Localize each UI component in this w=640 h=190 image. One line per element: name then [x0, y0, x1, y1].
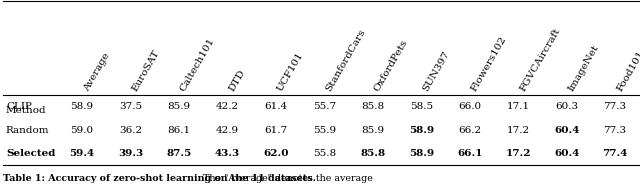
Text: 60.3: 60.3 — [555, 102, 578, 111]
Text: 66.2: 66.2 — [458, 126, 481, 135]
Text: 58.9: 58.9 — [408, 149, 434, 158]
Text: 42.2: 42.2 — [216, 102, 239, 111]
Text: 58.9: 58.9 — [70, 102, 93, 111]
Text: The "Average" denotes the average: The "Average" denotes the average — [200, 174, 372, 183]
Text: UCF101: UCF101 — [276, 51, 305, 93]
Text: Table 1: Accuracy of zero-shot learning on the 11 datasets.: Table 1: Accuracy of zero-shot learning … — [3, 174, 316, 183]
Text: Average: Average — [82, 51, 111, 93]
Text: 58.5: 58.5 — [410, 102, 433, 111]
Text: 85.8: 85.8 — [361, 102, 384, 111]
Text: Food101: Food101 — [615, 49, 640, 93]
Text: 55.9: 55.9 — [313, 126, 336, 135]
Text: 66.0: 66.0 — [458, 102, 481, 111]
Text: 43.3: 43.3 — [214, 149, 240, 158]
Text: CLIP: CLIP — [6, 102, 32, 111]
Text: 66.1: 66.1 — [457, 149, 483, 158]
Text: 62.0: 62.0 — [263, 149, 289, 158]
Text: SUN397: SUN397 — [421, 50, 451, 93]
Text: 39.3: 39.3 — [118, 149, 143, 158]
Text: 85.9: 85.9 — [167, 102, 190, 111]
Text: Caltech101: Caltech101 — [179, 36, 217, 93]
Text: EuroSAT: EuroSAT — [131, 48, 161, 93]
Text: Random: Random — [6, 126, 49, 135]
Text: 77.4: 77.4 — [602, 149, 628, 158]
Text: 85.8: 85.8 — [360, 149, 385, 158]
Text: 59.0: 59.0 — [70, 126, 93, 135]
Text: 17.1: 17.1 — [507, 102, 530, 111]
Text: 61.4: 61.4 — [264, 102, 287, 111]
Text: Method: Method — [6, 106, 47, 115]
Text: StanfordCars: StanfordCars — [324, 28, 367, 93]
Text: 86.1: 86.1 — [167, 126, 190, 135]
Text: 36.2: 36.2 — [119, 126, 142, 135]
Text: OxfordPets: OxfordPets — [372, 38, 410, 93]
Text: Flowers102: Flowers102 — [470, 35, 508, 93]
Text: 60.4: 60.4 — [554, 149, 579, 158]
Text: 55.7: 55.7 — [313, 102, 336, 111]
Text: DTD: DTD — [227, 68, 247, 93]
Text: ImageNet: ImageNet — [566, 43, 600, 93]
Text: 87.5: 87.5 — [166, 149, 191, 158]
Text: 58.9: 58.9 — [408, 126, 434, 135]
Text: FGVCAircraft: FGVCAircraft — [518, 27, 562, 93]
Text: 85.9: 85.9 — [361, 126, 384, 135]
Text: 37.5: 37.5 — [119, 102, 142, 111]
Text: 17.2: 17.2 — [506, 149, 531, 158]
Text: 55.8: 55.8 — [313, 149, 336, 158]
Text: 77.3: 77.3 — [604, 102, 627, 111]
Text: 17.2: 17.2 — [507, 126, 530, 135]
Text: Selected: Selected — [6, 149, 55, 158]
Text: 61.7: 61.7 — [264, 126, 287, 135]
Text: 42.9: 42.9 — [216, 126, 239, 135]
Text: 60.4: 60.4 — [554, 126, 579, 135]
Text: 59.4: 59.4 — [69, 149, 95, 158]
Text: 77.3: 77.3 — [604, 126, 627, 135]
